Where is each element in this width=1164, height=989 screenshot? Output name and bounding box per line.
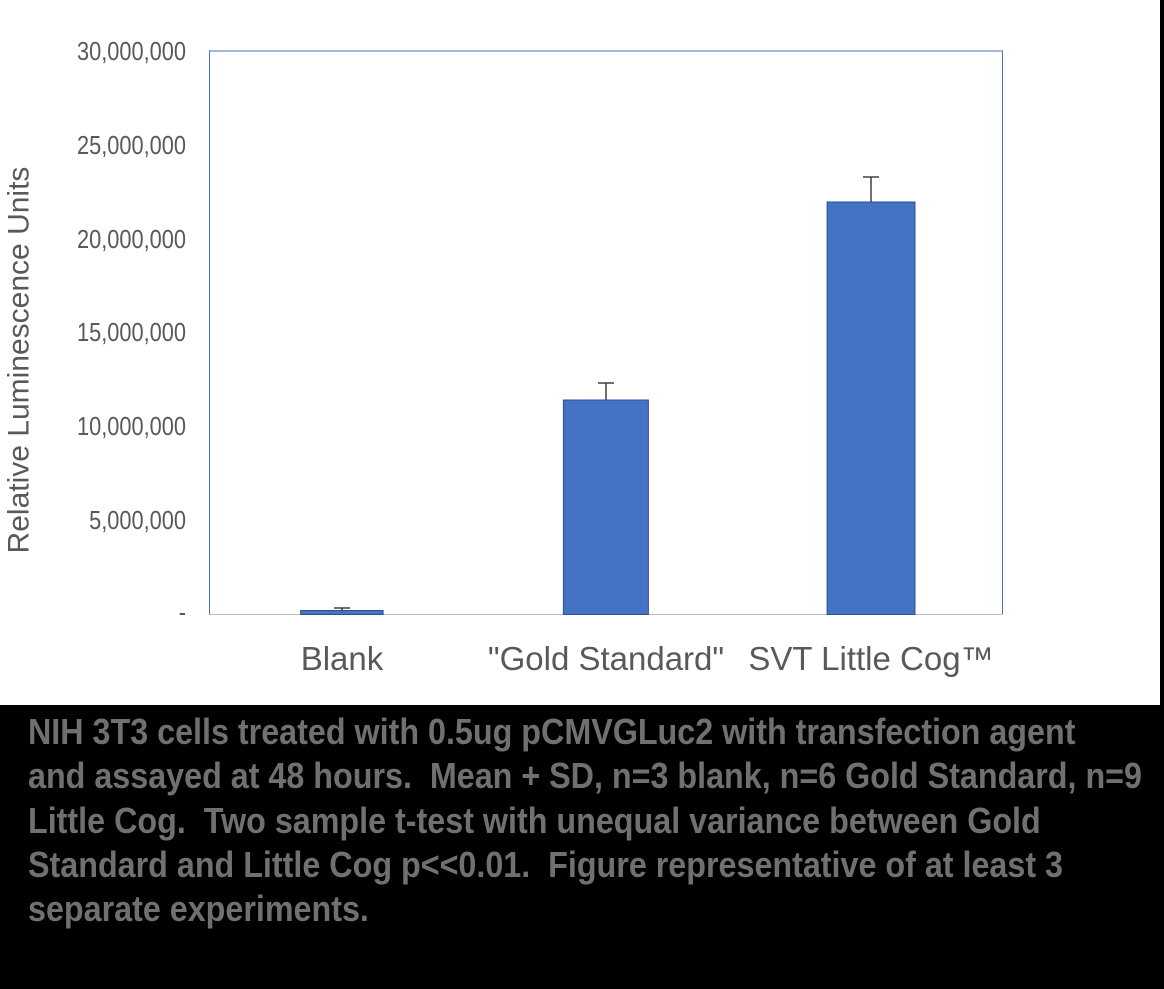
svg-text:"Gold Standard": "Gold Standard" <box>488 640 724 677</box>
svg-text:15,000,000: 15,000,000 <box>77 318 186 347</box>
svg-text:SVT Little Cog™: SVT Little Cog™ <box>748 640 993 677</box>
svg-text:25,000,000: 25,000,000 <box>77 131 186 160</box>
svg-text:30,000,000: 30,000,000 <box>77 37 186 66</box>
svg-text:10,000,000: 10,000,000 <box>77 412 186 441</box>
svg-text:20,000,000: 20,000,000 <box>77 225 186 254</box>
svg-text:-: - <box>179 598 186 627</box>
svg-text:5,000,000: 5,000,000 <box>89 506 186 535</box>
svg-text:Blank: Blank <box>301 640 384 677</box>
